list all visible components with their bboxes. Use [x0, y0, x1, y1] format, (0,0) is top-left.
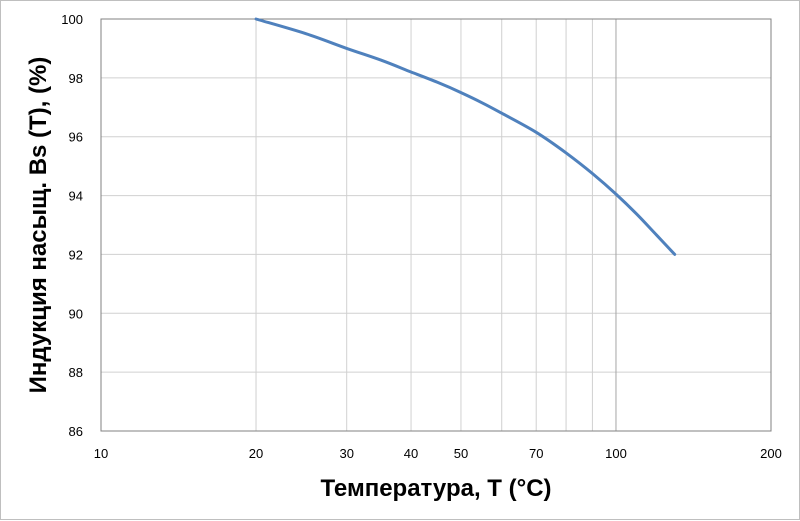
y-tick-label: 98	[69, 71, 83, 86]
y-tick-label: 96	[69, 130, 83, 145]
grid	[100, 18, 772, 432]
x-tick-label: 70	[529, 446, 543, 461]
y-tick-labels: 86 88 90 92 94 96 98 100	[61, 12, 83, 439]
y-tick-label: 94	[69, 189, 83, 204]
x-tick-label: 50	[454, 446, 468, 461]
y-tick-label: 100	[61, 12, 83, 27]
y-axis-title: Индукция насыщ. Bs (T), (%)	[25, 57, 52, 394]
y-tick-label: 86	[69, 424, 83, 439]
x-tick-label: 100	[605, 446, 627, 461]
y-tick-label: 90	[69, 306, 83, 321]
x-tick-label: 20	[249, 446, 263, 461]
y-tick-label: 88	[69, 365, 83, 380]
x-tick-label: 200	[760, 446, 782, 461]
x-tick-labels: 10 20 30 40 50 70 100 200	[94, 446, 782, 461]
series-line	[254, 17, 677, 256]
y-tick-label: 92	[69, 247, 83, 262]
series-layer	[254, 17, 677, 256]
x-axis-title: Температура, T (°C)	[320, 475, 551, 502]
x-tick-label: 40	[404, 446, 418, 461]
plot-area	[100, 18, 772, 432]
x-tick-label: 30	[339, 446, 353, 461]
x-tick-label: 10	[94, 446, 108, 461]
